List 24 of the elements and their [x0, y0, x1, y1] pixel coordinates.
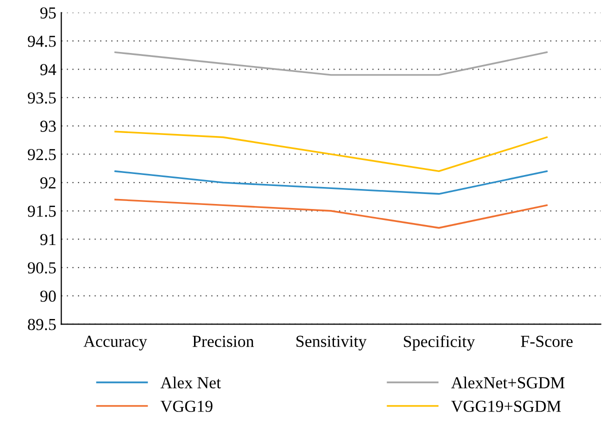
- legend-label: VGG19+SGDM: [451, 400, 561, 412]
- x-tick-label: Precision: [192, 336, 254, 348]
- x-tick-label: Accuracy: [83, 336, 148, 350]
- y-tick-label: 92.5: [28, 148, 56, 160]
- legend-label: AlexNet+SGDM: [451, 376, 565, 388]
- legend-label: Alex Net: [160, 376, 221, 388]
- x-tick-label: F-Score: [520, 336, 573, 348]
- y-tick-label: 93: [40, 120, 56, 132]
- y-tick-label: 91.5: [28, 206, 56, 217]
- y-tick-label: 93.5: [28, 92, 56, 104]
- y-tick-label: 89.5: [28, 318, 56, 330]
- line-series: [114, 130, 548, 172]
- y-tick-label: 94.5: [28, 36, 56, 47]
- y-tick-label: 90.5: [28, 262, 56, 274]
- legend-label: VGG19: [160, 400, 212, 412]
- y-tick-label: 90: [40, 290, 56, 302]
- line-series: [114, 170, 548, 195]
- x-tick-label: Specificity: [404, 335, 475, 351]
- line-series: [114, 198, 548, 229]
- y-tick-label: 94: [40, 64, 56, 76]
- y-tick-label: 95: [40, 7, 56, 19]
- x-tick-label: Sensitivity: [296, 336, 367, 350]
- y-tick-label: 92: [40, 177, 56, 189]
- y-tick-label: 91: [40, 234, 56, 246]
